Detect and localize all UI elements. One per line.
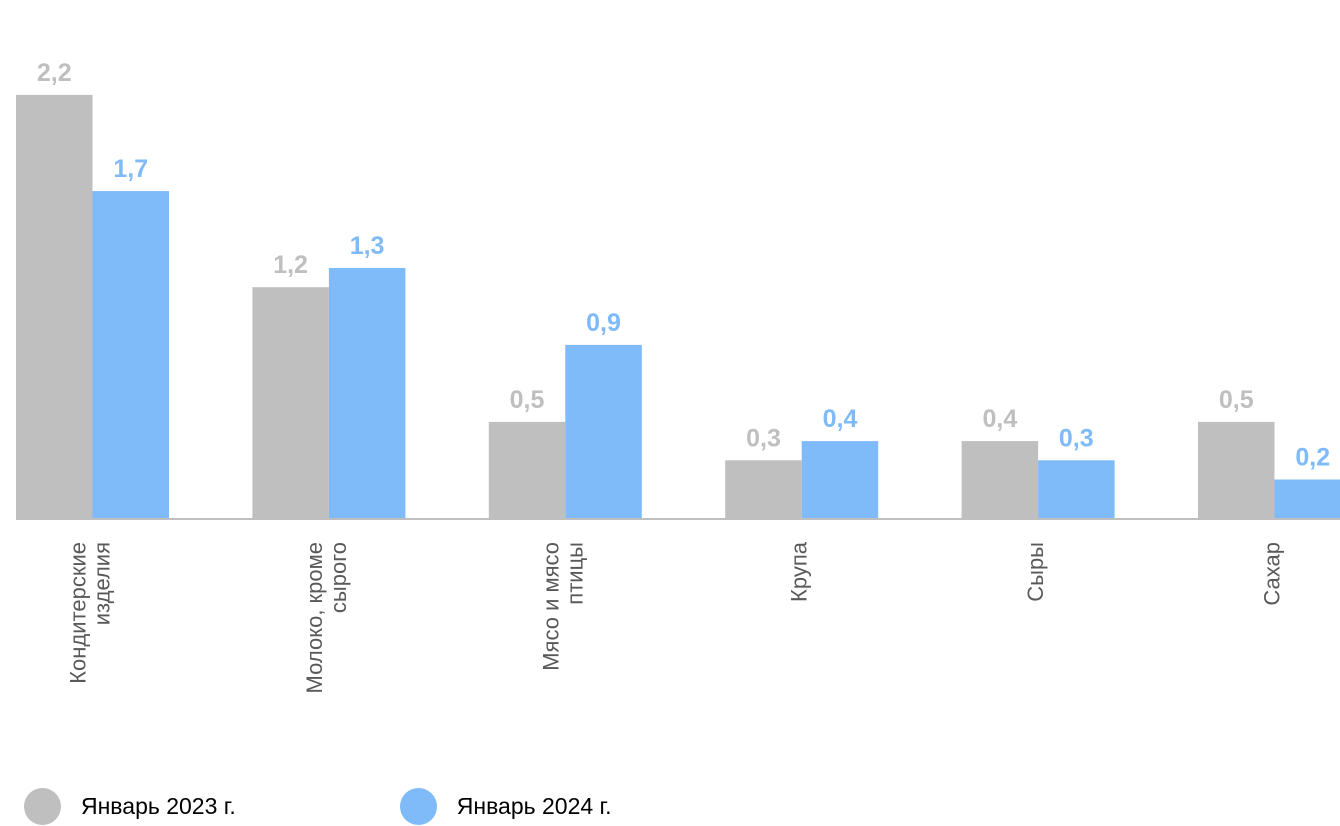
category-label-line: сырого bbox=[326, 542, 351, 613]
bar-2024-5 bbox=[1275, 480, 1340, 519]
data-label-2023-2: 0,5 bbox=[510, 386, 545, 414]
data-label-2023-1: 1,2 bbox=[273, 251, 308, 279]
category-label-3: Крупа bbox=[787, 541, 812, 602]
legend-swatch-2024 bbox=[400, 788, 437, 825]
data-label-2023-5: 0,5 bbox=[1219, 386, 1254, 414]
legend-item-2024: Январь 2024 г. bbox=[400, 788, 612, 825]
bar-2023-4 bbox=[962, 441, 1039, 518]
bar-2023-0 bbox=[16, 95, 93, 518]
legend-swatch-2023 bbox=[24, 788, 61, 825]
bar-2024-1 bbox=[329, 268, 406, 518]
bar-2024-4 bbox=[1038, 460, 1115, 518]
bar-2023-1 bbox=[252, 287, 329, 518]
data-label-2024-0: 1,7 bbox=[113, 155, 148, 183]
chart-legend: Январь 2023 г. Январь 2024 г. bbox=[24, 786, 776, 826]
data-label-2024-4: 0,3 bbox=[1059, 424, 1094, 452]
bar-2024-2 bbox=[565, 345, 642, 518]
category-label-line: Кондитерские bbox=[66, 542, 91, 684]
category-label-line: Сахар bbox=[1260, 542, 1285, 606]
category-label-line: птицы bbox=[562, 542, 587, 605]
bar-2024-3 bbox=[802, 441, 879, 518]
category-label-1: Молоко, кромесырого bbox=[302, 542, 351, 693]
category-label-2: Мясо и мясоптицы bbox=[538, 542, 587, 671]
category-label-line: Мясо и мясо bbox=[538, 542, 563, 671]
data-label-2024-5: 0,2 bbox=[1295, 444, 1330, 472]
data-label-2024-2: 0,9 bbox=[586, 309, 621, 337]
category-label-5: Сахар bbox=[1260, 542, 1285, 606]
category-label-line: изделия bbox=[90, 542, 115, 625]
category-label-line: Сыры bbox=[1023, 542, 1048, 602]
legend-label-2024: Январь 2024 г. bbox=[457, 793, 612, 820]
category-label-line: Крупа bbox=[787, 541, 812, 602]
legend-label-2023: Январь 2023 г. bbox=[81, 793, 236, 820]
data-label-2024-3: 0,4 bbox=[823, 405, 858, 433]
bar-2024-0 bbox=[93, 191, 170, 518]
bar-2023-5 bbox=[1198, 422, 1275, 518]
bar-2023-2 bbox=[489, 422, 566, 518]
data-label-2023-4: 0,4 bbox=[983, 405, 1018, 433]
category-label-0: Кондитерскиеизделия bbox=[66, 542, 115, 684]
data-label-2024-1: 1,3 bbox=[350, 232, 385, 260]
legend-item-2023: Январь 2023 г. bbox=[24, 788, 236, 825]
category-label-4: Сыры bbox=[1023, 542, 1048, 602]
category-label-line: Молоко, кроме bbox=[302, 542, 327, 693]
bar-2023-3 bbox=[725, 460, 802, 518]
data-label-2023-3: 0,3 bbox=[746, 424, 781, 452]
data-label-2023-0: 2,2 bbox=[37, 59, 72, 87]
